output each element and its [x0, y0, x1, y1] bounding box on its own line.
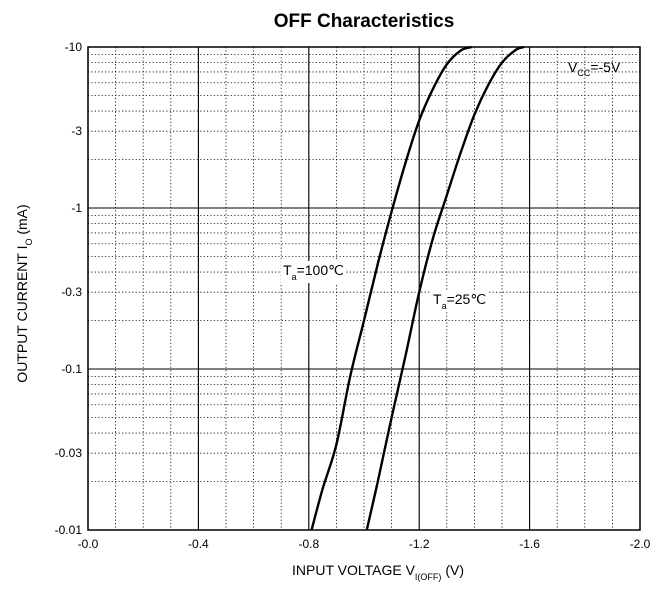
plot-frame	[87, 46, 641, 531]
vcc-main: V	[568, 59, 578, 75]
x-tick-label: -0.4	[188, 537, 209, 551]
series-label-100c-rest: =100℃	[297, 262, 344, 278]
x-tick-label: -0.8	[298, 537, 319, 551]
series-label-100c-sub: a	[292, 272, 297, 282]
series-label-100c-main: T	[283, 262, 292, 278]
vcc-subscript: CC	[577, 68, 590, 78]
series-label-25c-sub: a	[442, 301, 447, 311]
series-label-25c-rest: =25℃	[447, 291, 486, 307]
chart-title: OFF Characteristics	[274, 11, 455, 32]
x-tick-label: -2.0	[630, 537, 651, 551]
series-label-background-100c	[281, 261, 346, 283]
x-axis-unit: (V)	[445, 562, 464, 578]
series-line-ta-100c	[310, 45, 473, 531]
series-label-25c: Ta=25℃	[433, 291, 486, 311]
y-tick-label: -0.1	[61, 362, 82, 376]
y-tick-label: -0.01	[55, 523, 83, 537]
series-label-25c-main: T	[433, 291, 442, 307]
y-tick-label: -1	[71, 201, 82, 215]
series-label-100c: Ta=100℃	[283, 262, 344, 282]
tick-labels: -0.0 -0.4 -0.8 -1.2 -1.6 -2.0 -0.01 -0.03 -0.1 -0…	[55, 40, 651, 551]
x-axis-label: INPUT VOLTAGE VI(OFF) (V)	[292, 562, 464, 582]
series-label-background-25c	[431, 290, 489, 312]
y-tick-label: -3	[71, 124, 82, 138]
x-tick-label: -0.0	[78, 537, 99, 551]
x-tick-label: -1.6	[519, 537, 540, 551]
y-axis-unit: (mA)	[14, 204, 30, 234]
vcc-value: =-5V	[590, 59, 621, 75]
vcc-annotation: VCC=-5V	[568, 59, 621, 78]
x-tick-label: -1.2	[409, 537, 430, 551]
y-axis-label: OUTPUT CURRENT IO (mA)	[14, 204, 34, 382]
series-line-ta-25c	[365, 45, 525, 531]
curves	[310, 45, 525, 531]
y-axis-label-text: OUTPUT CURRENT I	[14, 246, 30, 383]
x-axis-label-subscript: I(OFF)	[415, 572, 442, 582]
y-axis-label-subscript: O	[24, 239, 34, 246]
x-axis-label-text: INPUT VOLTAGE V	[292, 562, 416, 578]
y-tick-label: -0.03	[55, 446, 83, 460]
grid	[87, 47, 641, 530]
y-tick-label: -0.3	[61, 285, 82, 299]
y-tick-label: -10	[65, 40, 83, 54]
